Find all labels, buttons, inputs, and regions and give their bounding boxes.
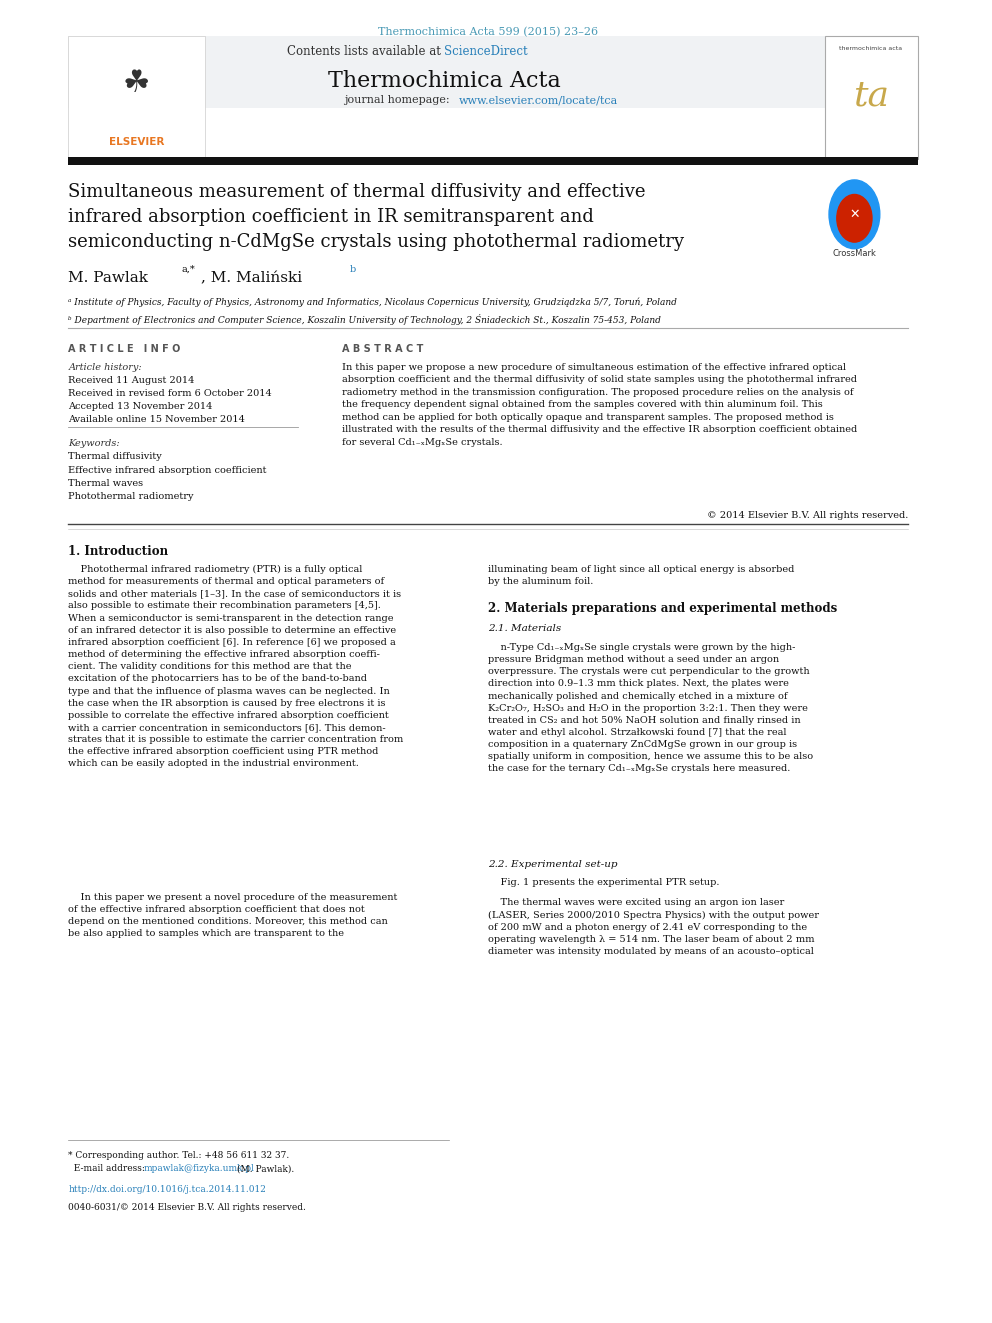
Text: illuminating beam of light since all optical energy is absorbed
by the aluminum : illuminating beam of light since all opt… xyxy=(488,565,795,586)
Text: CrossMark: CrossMark xyxy=(832,249,876,258)
FancyBboxPatch shape xyxy=(68,157,918,165)
Text: * Corresponding author. Tel.: +48 56 611 32 37.: * Corresponding author. Tel.: +48 56 611… xyxy=(68,1151,290,1160)
Text: Photothermal infrared radiometry (PTR) is a fully optical
method for measurement: Photothermal infrared radiometry (PTR) i… xyxy=(68,565,404,769)
FancyBboxPatch shape xyxy=(825,36,918,159)
Circle shape xyxy=(829,180,880,249)
Text: journal homepage:: journal homepage: xyxy=(343,95,452,106)
Text: Received 11 August 2014: Received 11 August 2014 xyxy=(68,376,194,385)
Text: ScienceDirect: ScienceDirect xyxy=(444,45,528,58)
Text: Article history:: Article history: xyxy=(68,363,142,372)
Text: In this paper we propose a new procedure of simultaneous estimation of the effec: In this paper we propose a new procedure… xyxy=(342,363,857,446)
Text: ta: ta xyxy=(853,78,889,112)
Text: Simultaneous measurement of thermal diffusivity and effective
infrared absorptio: Simultaneous measurement of thermal diff… xyxy=(68,183,684,250)
Text: Photothermal radiometry: Photothermal radiometry xyxy=(68,492,193,501)
Text: (M. Pawlak).: (M. Pawlak). xyxy=(234,1164,295,1174)
Text: thermochimica acta: thermochimica acta xyxy=(839,46,903,52)
Text: n-Type Cd₁₋ₓMgₓSe single crystals were grown by the high-
pressure Bridgman meth: n-Type Cd₁₋ₓMgₓSe single crystals were g… xyxy=(488,643,813,774)
Text: Keywords:: Keywords: xyxy=(68,439,120,448)
Text: Available online 15 November 2014: Available online 15 November 2014 xyxy=(68,415,245,425)
Text: Accepted 13 November 2014: Accepted 13 November 2014 xyxy=(68,402,212,411)
Text: 2. Materials preparations and experimental methods: 2. Materials preparations and experiment… xyxy=(488,602,837,615)
Text: www.elsevier.com/locate/tca: www.elsevier.com/locate/tca xyxy=(459,95,618,106)
Text: The thermal waves were excited using an argon ion laser
(LASER, Series 2000/2010: The thermal waves were excited using an … xyxy=(488,898,819,957)
Text: ✕: ✕ xyxy=(849,208,860,221)
Text: 1. Introduction: 1. Introduction xyxy=(68,545,169,558)
Text: 2.2. Experimental set-up: 2.2. Experimental set-up xyxy=(488,860,618,869)
Text: Fig. 1 presents the experimental PTR setup.: Fig. 1 presents the experimental PTR set… xyxy=(488,878,720,888)
Text: Thermal waves: Thermal waves xyxy=(68,479,144,488)
Text: , M. Maliński: , M. Maliński xyxy=(201,271,308,286)
Text: http://dx.doi.org/10.1016/j.tca.2014.11.012: http://dx.doi.org/10.1016/j.tca.2014.11.… xyxy=(68,1185,266,1195)
Text: E-mail address:: E-mail address: xyxy=(68,1164,148,1174)
Text: ELSEVIER: ELSEVIER xyxy=(109,136,165,147)
Text: © 2014 Elsevier B.V. All rights reserved.: © 2014 Elsevier B.V. All rights reserved… xyxy=(706,511,908,520)
Text: A B S T R A C T: A B S T R A C T xyxy=(342,344,424,355)
Text: b: b xyxy=(349,265,356,274)
Text: Contents lists available at: Contents lists available at xyxy=(287,45,444,58)
FancyBboxPatch shape xyxy=(68,36,205,159)
Circle shape xyxy=(837,194,872,242)
Text: M. Pawlak: M. Pawlak xyxy=(68,271,153,286)
Text: Thermochimica Acta 599 (2015) 23–26: Thermochimica Acta 599 (2015) 23–26 xyxy=(378,26,598,37)
Text: Received in revised form 6 October 2014: Received in revised form 6 October 2014 xyxy=(68,389,272,398)
Text: In this paper we present a novel procedure of the measurement
of the effective i: In this paper we present a novel procedu… xyxy=(68,893,398,938)
Text: ᵃ Institute of Physics, Faculty of Physics, Astronomy and Informatics, Nicolaus : ᵃ Institute of Physics, Faculty of Physi… xyxy=(68,298,678,307)
Text: ᵇ Department of Electronics and Computer Science, Koszalin University of Technol: ᵇ Department of Electronics and Computer… xyxy=(68,314,662,324)
Text: ☘: ☘ xyxy=(123,69,151,98)
Text: a,*: a,* xyxy=(182,265,195,274)
Text: mpawlak@fizyka.umk.pl: mpawlak@fizyka.umk.pl xyxy=(144,1164,254,1174)
Text: Thermal diffusivity: Thermal diffusivity xyxy=(68,452,162,462)
Text: Effective infrared absorption coefficient: Effective infrared absorption coefficien… xyxy=(68,466,267,475)
FancyBboxPatch shape xyxy=(68,36,825,108)
Text: 2.1. Materials: 2.1. Materials xyxy=(488,624,561,634)
Text: 0040-6031/© 2014 Elsevier B.V. All rights reserved.: 0040-6031/© 2014 Elsevier B.V. All right… xyxy=(68,1203,307,1212)
Text: Thermochimica Acta: Thermochimica Acta xyxy=(328,70,560,93)
Text: A R T I C L E   I N F O: A R T I C L E I N F O xyxy=(68,344,181,355)
